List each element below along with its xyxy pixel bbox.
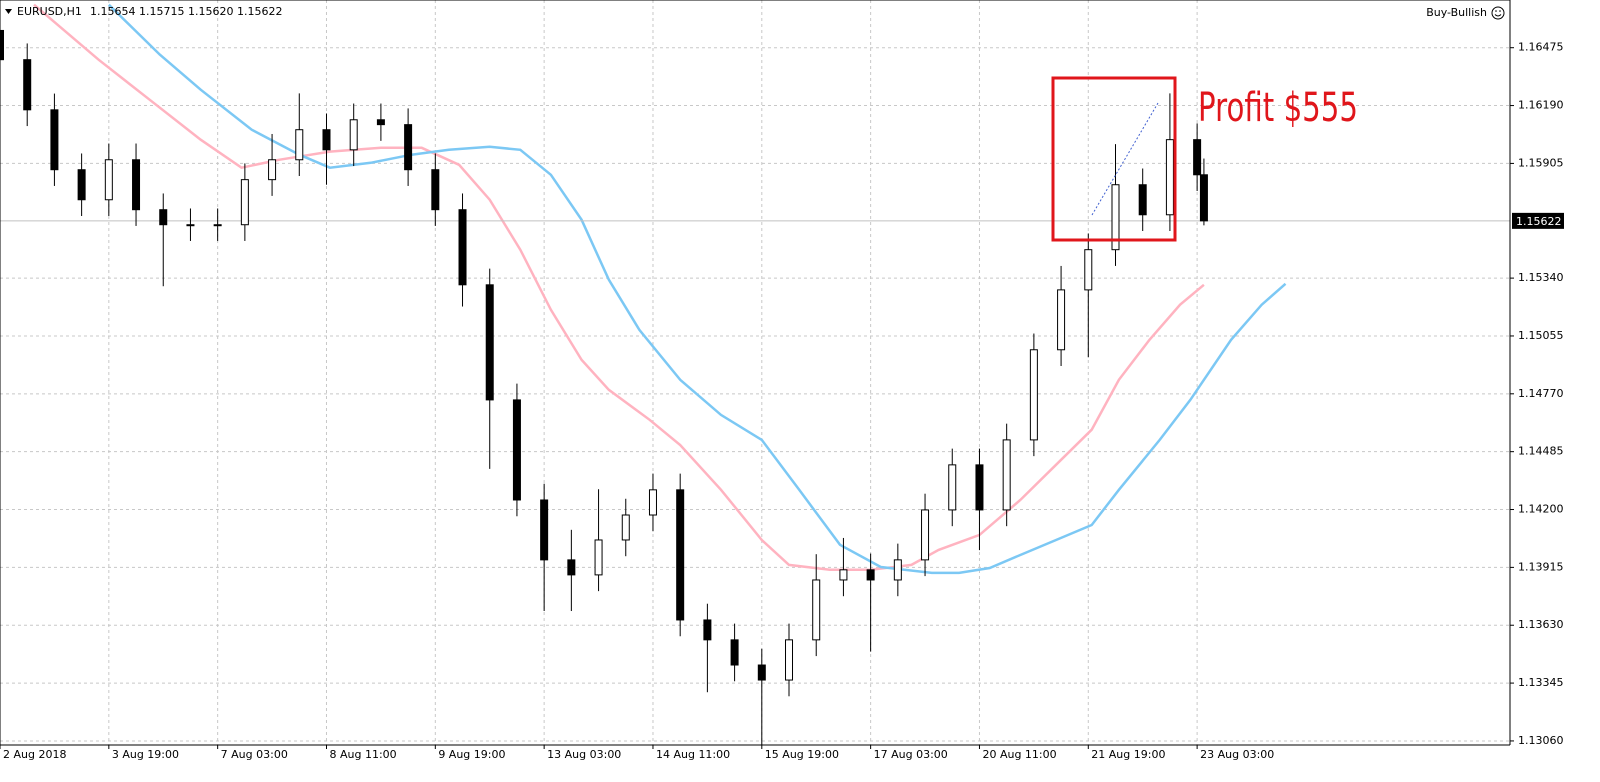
- indicator-label: Buy-Bullish: [1426, 6, 1487, 19]
- moving-average: [107, 3, 1287, 575]
- axes-layer: 1.16475 1.16190 1.15905 1.15340 1.15055 1.147…: [0, 41, 1564, 761]
- y-tick-label: 1.16475: [1518, 41, 1564, 54]
- candle-body: [1165, 139, 1174, 216]
- x-tick-label: 23 Aug 03:00: [1200, 748, 1274, 761]
- candle-body: [23, 59, 32, 111]
- candle-body: [376, 119, 385, 126]
- candle-body: [757, 664, 766, 681]
- candle-body: [1084, 249, 1093, 291]
- y-tick-label: 1.15340: [1518, 271, 1564, 284]
- smiley-icon: [1491, 6, 1505, 20]
- x-tick-label: 8 Aug 11:00: [329, 748, 396, 761]
- candle-body: [404, 124, 413, 171]
- ohlc-text: 1.15654 1.15715 1.15620 1.15622: [90, 5, 282, 18]
- candles: [0, 14, 1208, 745]
- current-price-label: 1.15622: [1516, 215, 1562, 228]
- candle-body: [975, 464, 984, 511]
- trade-line: [1091, 102, 1159, 216]
- candle-body: [948, 464, 957, 511]
- candle-body: [1199, 174, 1208, 222]
- candle-body: [322, 129, 331, 151]
- x-tick-label: 3 Aug 19:00: [112, 748, 179, 761]
- x-tick-label: 14 Aug 11:00: [656, 748, 730, 761]
- x-tick-label: 2 Aug 2018: [3, 748, 66, 761]
- candle-body: [812, 579, 821, 641]
- candle-body: [1057, 289, 1066, 351]
- y-tick-label: 1.13630: [1518, 618, 1564, 631]
- candle-body: [540, 499, 549, 561]
- x-tick-label: 17 Aug 03:00: [874, 748, 948, 761]
- candle-body: [295, 129, 304, 161]
- y-tick-label: 1.16190: [1518, 99, 1564, 112]
- x-tick-label: 15 Aug 19:00: [765, 748, 839, 761]
- x-tick-label: 21 Aug 19:00: [1091, 748, 1165, 761]
- candle-body: [1111, 184, 1120, 251]
- moving-average: [33, 3, 1205, 572]
- y-tick-label: 1.14485: [1518, 445, 1564, 458]
- y-tick-label: 1.13060: [1518, 734, 1564, 747]
- candle-body: [1138, 184, 1147, 216]
- candle-body: [921, 509, 930, 561]
- candle-body: [621, 514, 630, 541]
- candle-body: [648, 489, 657, 516]
- candle-body: [893, 559, 902, 581]
- moving-averages: [33, 3, 1287, 575]
- candle-body: [186, 224, 195, 227]
- candle-body: [132, 159, 141, 211]
- candle-body: [785, 639, 794, 681]
- candle-body: [703, 619, 712, 641]
- x-tick-label: 7 Aug 03:00: [221, 748, 288, 761]
- candle-body: [213, 224, 222, 227]
- candle-body: [159, 209, 168, 226]
- menu-arrow[interactable]: [5, 9, 12, 14]
- candle-body: [866, 569, 875, 581]
- candle-body: [50, 109, 59, 171]
- y-tick-label: 1.14770: [1518, 387, 1564, 400]
- candle-body: [730, 639, 739, 666]
- candle-body: [0, 29, 4, 61]
- candle-body: [485, 284, 494, 401]
- candle-body: [512, 399, 521, 501]
- candle-body: [567, 559, 576, 576]
- y-tick-label: 1.13345: [1518, 676, 1564, 689]
- x-tick-label: 20 Aug 11:00: [982, 748, 1056, 761]
- y-tick-label: 1.14200: [1518, 503, 1564, 516]
- highlight-box: [1051, 76, 1177, 242]
- candle-body: [594, 539, 603, 576]
- candle-body: [240, 179, 249, 226]
- symbol-title: EURUSD,H1: [17, 5, 82, 18]
- candle-body: [458, 209, 467, 286]
- candle-body: [431, 169, 440, 211]
- candle-body: [839, 569, 848, 581]
- y-tick-label: 1.15055: [1518, 329, 1564, 342]
- y-tick-label: 1.13915: [1518, 560, 1564, 573]
- x-tick-label: 13 Aug 03:00: [547, 748, 621, 761]
- candle-body: [1002, 439, 1011, 511]
- candle-body: [676, 489, 685, 621]
- candle-body: [77, 169, 86, 201]
- y-tick-label: 1.15905: [1518, 156, 1564, 169]
- candle-body: [104, 159, 113, 201]
- current-price-box: [1512, 212, 1564, 229]
- x-tick-label: 9 Aug 19:00: [438, 748, 505, 761]
- profit-annotation: Profit $555: [1198, 85, 1358, 131]
- candle-body: [1029, 349, 1038, 441]
- candle-body: [268, 159, 277, 181]
- candle-body: [349, 119, 358, 151]
- candle-body: [1193, 139, 1202, 176]
